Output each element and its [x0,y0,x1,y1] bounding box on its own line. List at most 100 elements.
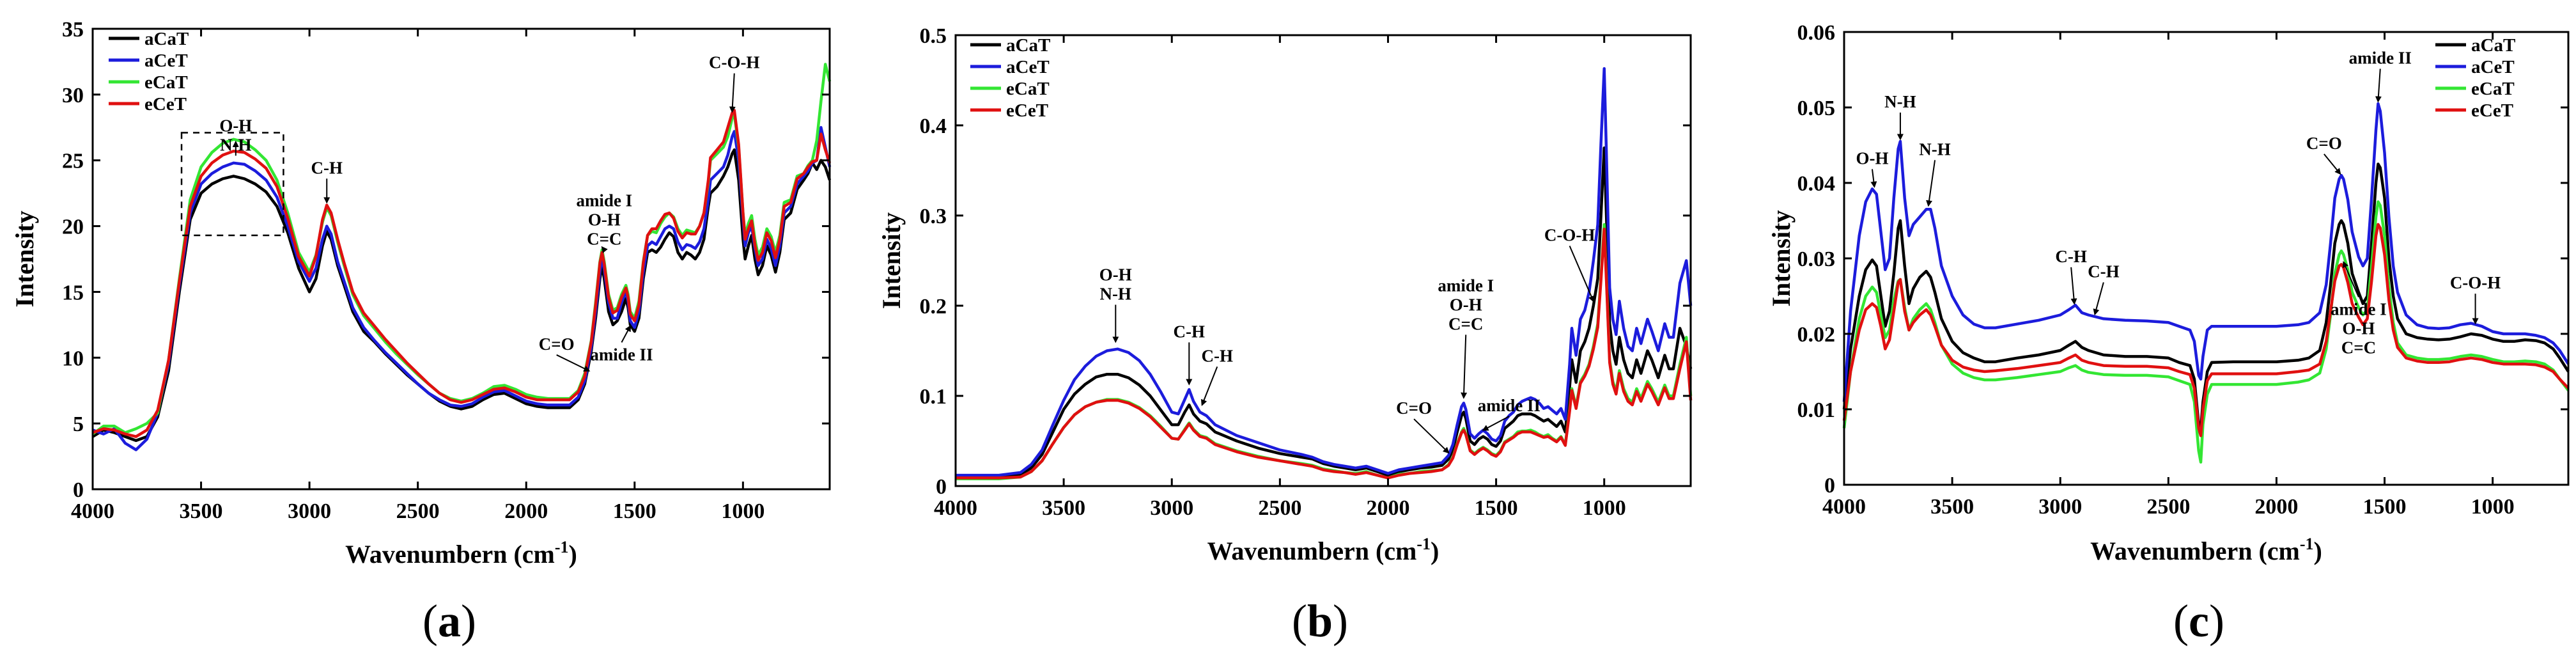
annotation-label: amide I [2331,300,2387,319]
annotation-label: C=C [1448,314,1483,333]
panel-label: (b) [1292,595,1348,647]
y-tick-label: 0.1 [920,385,947,409]
peak-annotation: amide II [590,325,653,364]
x-tick-label: 1000 [2471,495,2515,519]
annotation-label: C-H [1174,322,1206,341]
peak-annotation: C-O-H [2450,273,2501,325]
peak-annotation: C-O-H [709,53,760,113]
annotation-arrow [2342,261,2359,297]
x-tick-label: 1500 [1475,496,1518,520]
legend-label-eCeT: eCeT [2471,100,2513,121]
x-tick-label: 1000 [721,499,764,523]
y-axis-label: Intensity [1767,210,1796,306]
annotation-label: C-H [2055,247,2087,266]
series-line-aCaT [91,148,832,443]
peak-annotation: O-H [1856,149,1888,188]
panel-label: (a) [423,595,476,647]
x-tick-label: 3000 [288,499,331,523]
y-tick-label: 0.5 [920,24,947,48]
annotation-label: C=O [1396,398,1432,418]
series-line-eCaT [91,63,832,436]
annotation-arrow [1461,334,1468,399]
annotation-label: C=O [539,334,575,354]
peak-annotation: O-HN-H [1099,265,1132,343]
annotation-label: C-O-H [2450,273,2501,292]
legend-label-aCeT: aCeT [1006,57,1050,77]
peak-annotation: amide IO-HC=C [576,191,632,253]
axes-frame [91,28,831,491]
annotation-label: amide I [1438,276,1494,295]
y-tick-label: 0.2 [920,295,947,318]
peak-annotation: C-H [2055,247,2087,305]
legend-label-aCaT: aCaT [1006,35,1050,56]
annotation-label: N-H [1100,285,1132,304]
peak-annotation: N-H [1884,92,1916,141]
annotation-label: amide II [1478,396,1540,415]
y-tick-label: 20 [62,216,84,239]
y-tick-label: 0 [73,478,84,502]
legend-label-aCaT: aCaT [144,29,189,49]
y-tick-label: 0.03 [1797,248,1836,271]
y-axis-label: Intensity [877,212,906,309]
legend-label-eCaT: eCaT [1006,79,1050,99]
x-axis-label: Wavenumbern (cm-1) [345,538,577,569]
peak-annotation: amide II [2349,49,2412,103]
axes-frame [1843,31,2570,486]
annotation-label: N-H [1919,139,1951,159]
highlight-box [180,132,284,237]
y-tick-label: 0.4 [920,114,947,138]
peak-annotation: amide II [1478,396,1540,431]
x-axis-label: Wavenumbern (cm-1) [2090,535,2322,565]
y-tick-label: 0.02 [1797,323,1836,347]
chart-panel-a: 4000 3500 3000 2500 2000 1500 1000 0 5 10 15 20 25 30… [10,18,832,647]
peak-annotation: C-H [1174,322,1206,386]
legend-label-eCaT: eCaT [2471,79,2515,99]
y-tick-label: 0 [1824,474,1835,498]
annotation-arrow [1870,169,1877,188]
annotation-label: C-H [2088,262,2120,281]
y-tick-label: 25 [62,150,84,173]
annotation-label: O-H [1856,149,1888,168]
x-tick-label: 4000 [71,499,114,523]
x-tick-label: 2500 [1258,496,1301,520]
y-tick-label: 0.06 [1797,21,1836,45]
annotation-label: O-H [2342,319,2375,338]
series-line-aCeT [956,67,1693,477]
y-tick-label: 0.04 [1797,172,1836,196]
legend-label-eCeT: eCeT [1006,100,1048,121]
annotation-label: O-H [1099,265,1132,285]
peak-annotation: C-H [2088,262,2120,316]
annotation-label: amide II [590,345,653,364]
x-tick-label: 2000 [504,499,548,523]
peak-annotation: N-H [1919,139,1951,207]
x-tick-label: 3000 [1150,496,1193,520]
annotation-arrow [729,73,736,113]
peak-annotation: C-H [311,158,343,204]
peak-annotation: C=O [2306,134,2342,175]
series-line-eCeT [92,109,832,438]
annotation-arrow [1482,416,1510,431]
y-tick-label: 10 [62,347,84,370]
series-line-eCaT [1842,200,2570,464]
x-tick-label: 2500 [2146,495,2190,519]
y-tick-label: 0 [936,475,947,499]
series-line-aCeT [1842,102,2570,402]
annotation-arrow [621,325,631,343]
y-axis-label: Intensity [10,210,39,307]
legend-label-aCeT: aCeT [144,51,188,71]
x-tick-label: 2500 [396,499,440,523]
legend-label-aCeT: aCeT [2471,57,2515,77]
x-tick-label: 3500 [180,499,223,523]
x-tick-label: 1500 [613,499,656,523]
x-tick-label: 4000 [934,496,977,520]
annotation-arrow [2324,153,2341,175]
annotation-label: C=C [2341,338,2376,358]
peak-annotation: amide IO-HC=C [2331,261,2387,358]
peak-annotation: O-HN-H [219,116,252,156]
series-line-aCaT [955,146,1693,479]
annotation-label: N-H [1884,92,1916,111]
